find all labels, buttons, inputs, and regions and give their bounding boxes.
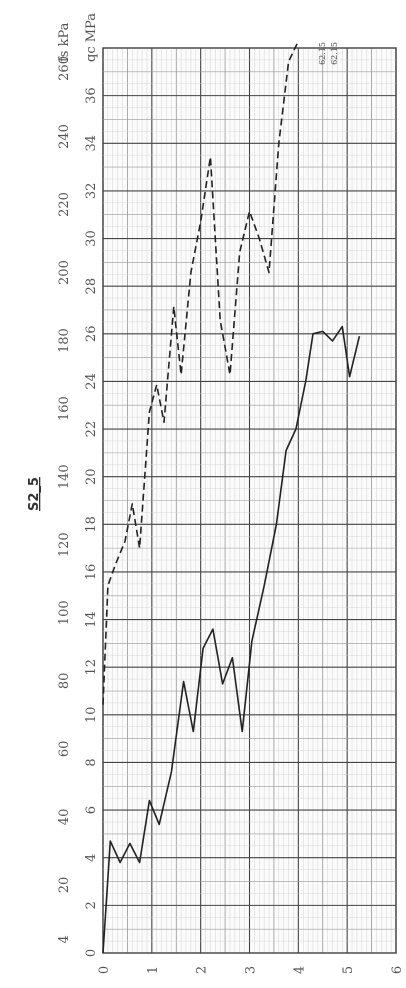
plot-area — [102, 47, 397, 954]
qc-tick-label: 0 — [84, 949, 99, 957]
qc-tick-label: 24 — [84, 373, 99, 390]
qc-tick-label: 22 — [84, 421, 99, 438]
fs-tick-label: 40 — [57, 809, 72, 826]
qc-tick-label: 6 — [84, 806, 99, 814]
qc-tick-label: 28 — [84, 278, 99, 295]
qc-tick-label: 30 — [84, 230, 99, 247]
series-line-qc — [102, 325, 361, 954]
chart-title: S2_5 — [27, 477, 42, 511]
depth-tick-label: 6 — [390, 966, 405, 974]
qc-tick-label: 12 — [84, 659, 99, 676]
qc-tick-label: 34 — [84, 135, 99, 152]
qc-tick-label: 8 — [84, 758, 99, 766]
depth-tick-label: 2 — [195, 966, 210, 974]
depth-tick-label: 5 — [341, 966, 356, 974]
fs-tick-label: 220 — [57, 192, 72, 217]
fs-tick-label: 80 — [57, 673, 72, 690]
fs-tick-label: 240 — [57, 124, 72, 149]
fs-tick-label: 260 — [57, 56, 72, 81]
qc-tick-label: 26 — [84, 326, 99, 343]
depth-tick-label: 3 — [244, 966, 259, 974]
depth-tick-label: 1 — [146, 966, 161, 974]
qc-tick-label: 10 — [84, 707, 99, 724]
qc-unit-label: qc MPa — [84, 13, 99, 62]
fs-tick-label: 200 — [57, 260, 72, 285]
qc-tick-label: 14 — [84, 611, 99, 628]
fs-tick-label: 4 — [57, 935, 72, 943]
grid — [102, 47, 397, 954]
fs-unit-label: fs kPa — [57, 22, 72, 62]
qc-tick-label: 20 — [84, 468, 99, 485]
fs-tick-label: 60 — [57, 741, 72, 758]
qc-tick-label: 32 — [84, 183, 99, 200]
depth-tick-label: 4 — [292, 966, 307, 974]
fs-tick-label: 100 — [57, 600, 72, 625]
series-line-fs — [102, 40, 300, 705]
qc-tick-label: 4 — [84, 854, 99, 862]
series-tag: 62.15 — [318, 42, 327, 65]
qc-tick-label: 36 — [84, 87, 99, 104]
qc-tick-label: 2 — [84, 901, 99, 909]
fs-tick-label: 160 — [57, 396, 72, 421]
qc-tick-label: 18 — [84, 516, 99, 533]
series-tag: 62.15 — [330, 42, 339, 65]
fs-tick-label: 180 — [57, 328, 72, 353]
fs-tick-label: 140 — [57, 464, 72, 489]
depth-tick-label: 0 — [97, 966, 112, 974]
fs-tick-label: 20 — [57, 877, 72, 894]
qc-tick-label: 16 — [84, 564, 99, 581]
fs-tick-label: 120 — [57, 532, 72, 557]
